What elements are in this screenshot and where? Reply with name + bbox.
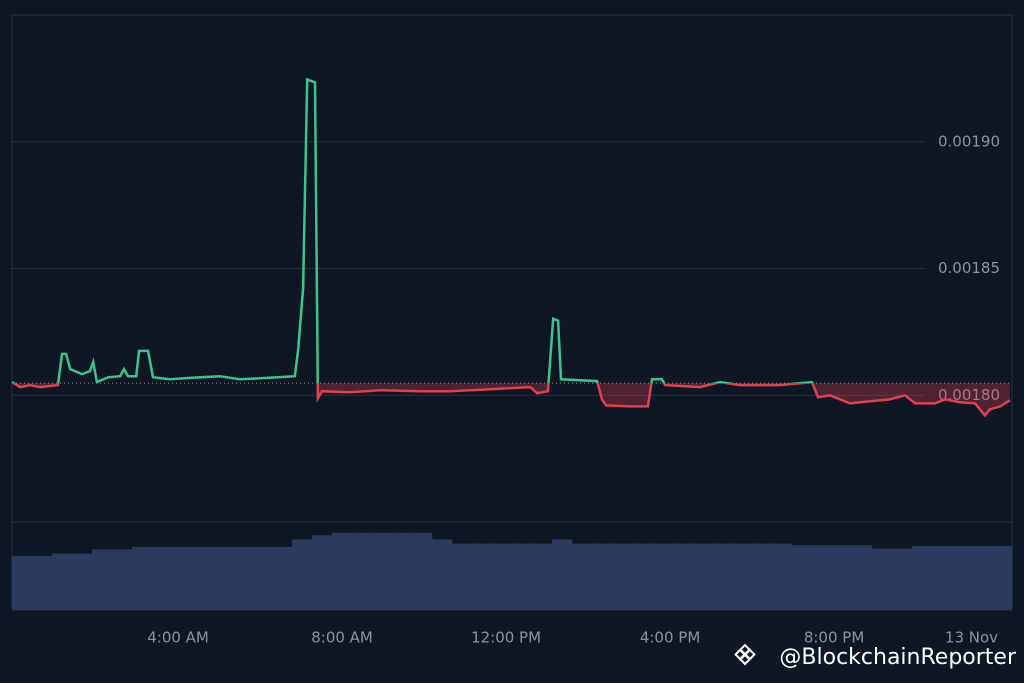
volume-bar [832,545,853,610]
volume-bar [232,546,253,610]
volume-bar [212,546,233,610]
volume-bar [132,546,153,610]
volume-bar [692,543,713,610]
x-tick-label: 4:00 AM [147,629,209,647]
volume-bar [672,543,693,610]
volume-bar [872,548,893,610]
volume-bar [632,543,653,610]
y-tick-label: 0.00185 [938,259,1000,277]
volume-bar [892,548,913,610]
volume-bar [852,545,873,610]
volume-bar [312,535,333,610]
volume-bar [392,532,413,610]
volume-bar [712,543,733,610]
volume-bar [32,556,53,610]
volume-bar [912,546,933,610]
x-tick-label: 8:00 AM [311,629,373,647]
volume-bar [452,543,473,610]
volume-bar [972,546,993,610]
volume-bar [992,546,1013,610]
volume-bar [752,543,773,610]
x-tick-label: 8:00 PM [804,629,864,647]
volume-bar [552,539,573,610]
volume-bar [372,532,393,610]
volume-bar [352,532,373,610]
volume-bar [72,553,93,610]
y-tick-label: 0.00190 [938,132,1000,150]
volume-bar [652,543,673,610]
volume-bar [472,543,493,610]
watermark-logo [734,643,756,666]
volume-bar [112,549,133,610]
volume-bar [252,546,273,610]
volume-bar [172,546,193,610]
x-tick-label: 4:00 PM [640,629,700,647]
volume-bar [272,546,293,610]
volume-bar [332,532,353,610]
volume-bar [772,543,793,610]
volume-bar [592,543,613,610]
volume-bar [512,543,533,610]
volume-bar [532,543,553,610]
volume-bar [192,546,213,610]
volume-bar [952,546,973,610]
price-line-down [11,383,1011,418]
watermark: @BlockchainReporter [779,645,1017,670]
volume-bar [812,545,833,610]
volume-bar [292,539,313,610]
price-line-up [11,77,814,384]
volume-bar [932,546,953,610]
volume-bar [732,543,753,610]
volume-bar [412,532,433,610]
volume-bar [612,543,633,610]
volume-bar [492,543,513,610]
frame [11,14,1013,611]
x-tick-label: 13 Nov [945,629,998,647]
volume-bar [152,546,173,610]
x-tick-label: 12:00 PM [471,629,541,647]
down-area [13,383,1010,416]
volume-bar [12,556,33,610]
volume-bar [792,545,813,610]
volume-bar [572,543,593,610]
volume-bar [432,539,453,610]
y-tick-label: 0.00180 [938,386,1000,404]
volume-bar [92,549,113,610]
volume-bar [52,553,73,610]
